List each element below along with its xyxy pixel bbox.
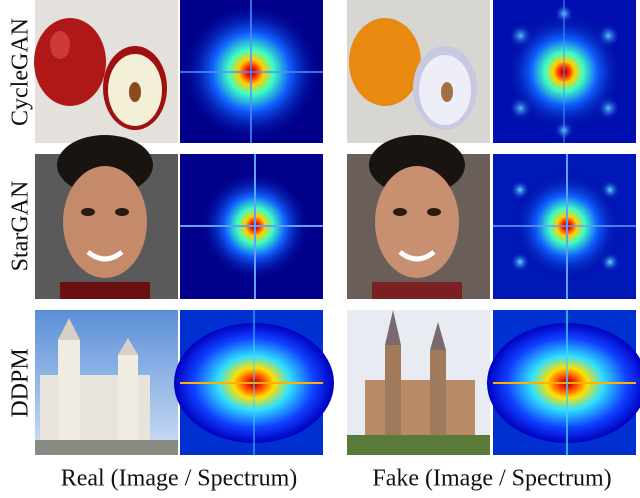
row-label: CycleGAN	[8, 18, 34, 126]
real-spectrum	[180, 0, 323, 143]
fake-spectrum	[493, 154, 636, 299]
column-label: Real (Image / Spectrum)	[61, 466, 298, 492]
column-label: Fake (Image / Spectrum)	[372, 466, 611, 492]
real-image	[35, 310, 178, 455]
real-spectrum	[180, 154, 323, 299]
fake-image	[347, 0, 490, 143]
real-spectrum	[174, 310, 334, 455]
fake-image	[347, 135, 490, 299]
row-label: StarGAN	[8, 181, 34, 272]
fake-spectrum	[487, 310, 640, 455]
fake-image	[347, 310, 490, 455]
real-image	[35, 135, 178, 299]
fake-spectrum	[493, 0, 636, 143]
row-label: DDPM	[8, 348, 34, 417]
real-image	[34, 0, 178, 143]
